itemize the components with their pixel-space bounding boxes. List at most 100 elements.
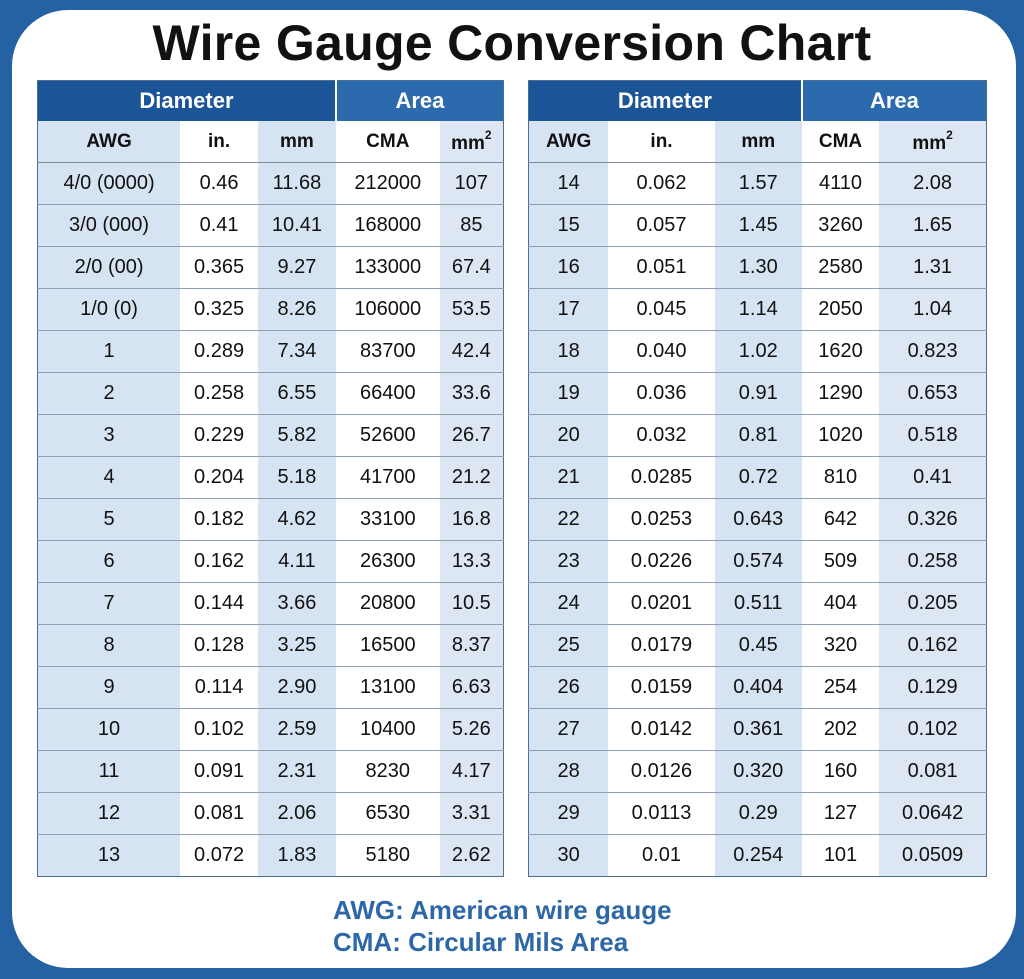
mm2-cell: 85 [439,204,504,247]
mm2-cell: 0.0642 [879,792,987,835]
awg-cell: 24 [528,582,609,625]
cma-cell: 160 [801,750,880,793]
table-row: 8 0.128 3.25 16500 8.37 [37,624,504,667]
mm2-cell: 8.37 [439,624,504,667]
inch-cell: 0.057 [608,204,715,247]
table-row: 24 0.0201 0.511 404 0.205 [528,582,987,625]
table-row: 6 0.162 4.11 26300 13.3 [37,540,504,583]
table-row: 12 0.081 2.06 6530 3.31 [37,792,504,835]
inch-cell: 0.128 [180,624,258,667]
table-row: 18 0.040 1.02 1620 0.823 [528,330,987,373]
awg-cell: 11 [37,750,181,793]
table-row: 3 0.229 5.82 52600 26.7 [37,414,504,457]
cma-cell: 8230 [335,750,440,793]
cma-cell: 404 [801,582,880,625]
mm2-cell: 0.823 [879,330,987,373]
diameter-group-header: Diameter [37,80,337,121]
mm2-cell: 6.63 [439,666,504,709]
mm-cell: 10.41 [257,204,336,247]
mm2-column-header: mm2 [439,121,504,163]
cma-cell: 16500 [335,624,440,667]
mm2-cell: 1.04 [879,288,987,331]
inch-cell: 0.062 [608,162,715,205]
table-row: 2 0.258 6.55 66400 33.6 [37,372,504,415]
cma-column-header: CMA [801,121,880,163]
inch-cell: 0.01 [608,834,715,877]
awg-cell: 27 [528,708,609,751]
cma-cell: 810 [801,456,880,499]
table-row: 20 0.032 0.81 1020 0.518 [528,414,987,457]
inch-column-header: in. [608,121,715,163]
mm-cell: 8.26 [257,288,336,331]
cma-cell: 20800 [335,582,440,625]
awg-cell: 4/0 (0000) [37,162,181,205]
mm2-cell: 5.26 [439,708,504,751]
inch-cell: 0.0253 [608,498,715,541]
mm-cell: 9.27 [257,246,336,289]
mm-cell: 0.404 [714,666,802,709]
mm2-cell: 67.4 [439,246,504,289]
inch-cell: 0.0159 [608,666,715,709]
cma-cell: 26300 [335,540,440,583]
mm-cell: 5.18 [257,456,336,499]
awg-cell: 21 [528,456,609,499]
awg-cell: 10 [37,708,181,751]
gauge-table-right: Diameter Area AWG in. mm CMA mm2 14 0.062… [528,80,987,877]
mm2-cell: 16.8 [439,498,504,541]
cma-cell: 4110 [801,162,880,205]
awg-cell: 16 [528,246,609,289]
mm-cell: 0.320 [714,750,802,793]
mm2-cell: 10.5 [439,582,504,625]
left-table-body: 4/0 (0000) 0.46 11.68 212000 107 3/0 (000) 0.4… [37,162,504,877]
mm-column-header: mm [714,121,802,163]
awg-cell: 9 [37,666,181,709]
awg-cell: 1 [37,330,181,373]
inch-cell: 0.0226 [608,540,715,583]
awg-cell: 20 [528,414,609,457]
mm-cell: 4.62 [257,498,336,541]
cma-cell: 10400 [335,708,440,751]
table-row: 28 0.0126 0.320 160 0.081 [528,750,987,793]
inch-cell: 0.114 [180,666,258,709]
mm2-cell: 3.31 [439,792,504,835]
awg-cell: 23 [528,540,609,583]
table-row: 15 0.057 1.45 3260 1.65 [528,204,987,247]
mm-cell: 0.643 [714,498,802,541]
mm2-cell: 107 [439,162,504,205]
cma-cell: 6530 [335,792,440,835]
mm2-base: mm [451,133,485,154]
inch-column-header: in. [180,121,258,163]
diameter-group-header: Diameter [528,80,803,121]
group-header-row: Diameter Area [37,80,504,121]
cma-cell: 254 [801,666,880,709]
cma-cell: 642 [801,498,880,541]
table-row: 9 0.114 2.90 13100 6.63 [37,666,504,709]
table-row: 10 0.102 2.59 10400 5.26 [37,708,504,751]
mm2-cell: 0.0509 [879,834,987,877]
cma-cell: 1620 [801,330,880,373]
cma-cell: 1020 [801,414,880,457]
inch-cell: 0.0126 [608,750,715,793]
mm-cell: 1.02 [714,330,802,373]
mm2-cell: 2.62 [439,834,504,877]
cma-cell: 2580 [801,246,880,289]
mm2-cell: 42.4 [439,330,504,373]
mm2-cell: 0.41 [879,456,987,499]
awg-cell: 5 [37,498,181,541]
mm-cell: 1.45 [714,204,802,247]
inch-cell: 0.204 [180,456,258,499]
cma-cell: 509 [801,540,880,583]
table-row: 11 0.091 2.31 8230 4.17 [37,750,504,793]
gauge-table-left: Diameter Area AWG in. mm CMA mm2 4/0 (00… [37,80,504,877]
mm2-cell: 1.31 [879,246,987,289]
inch-cell: 0.0201 [608,582,715,625]
cma-cell: 83700 [335,330,440,373]
legend-awg: AWG: American wire gauge [333,895,672,925]
table-row: 14 0.062 1.57 4110 2.08 [528,162,987,205]
table-row: 22 0.0253 0.643 642 0.326 [528,498,987,541]
cma-cell: 1290 [801,372,880,415]
mm-cell: 1.30 [714,246,802,289]
awg-cell: 17 [528,288,609,331]
mm2-cell: 4.17 [439,750,504,793]
mm2-cell: 33.6 [439,372,504,415]
